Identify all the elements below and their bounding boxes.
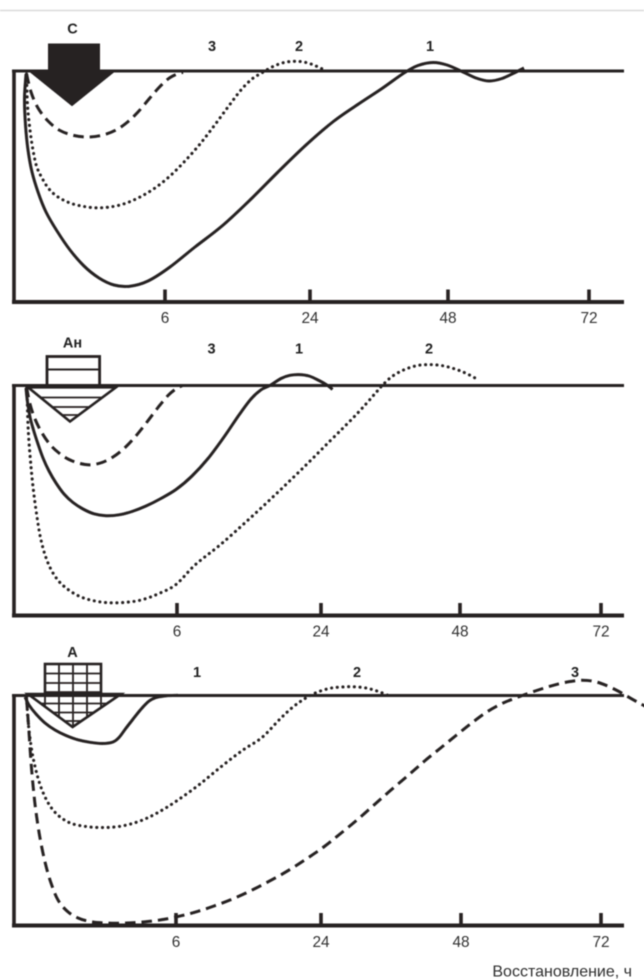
svg-text:2: 2 [353,665,361,681]
svg-text:Восстановление, ч: Восстановление, ч [492,964,632,979]
svg-text:1: 1 [193,665,201,681]
svg-text:24: 24 [312,624,330,641]
svg-text:48: 48 [439,310,456,327]
svg-text:6: 6 [173,624,182,641]
svg-text:6: 6 [172,934,181,951]
svg-text:2: 2 [295,39,303,55]
svg-text:1: 1 [295,342,303,358]
svg-text:3: 3 [571,665,579,681]
svg-text:1: 1 [426,39,434,55]
svg-text:А: А [67,645,78,661]
svg-text:24: 24 [312,934,330,951]
svg-text:2: 2 [425,342,433,358]
svg-text:72: 72 [580,310,597,327]
svg-text:72: 72 [592,934,609,951]
svg-text:3: 3 [208,39,216,55]
svg-text:48: 48 [452,934,469,951]
svg-text:6: 6 [161,310,170,327]
svg-text:72: 72 [592,624,609,641]
svg-text:3: 3 [207,342,215,358]
svg-text:48: 48 [451,624,468,641]
svg-text:24: 24 [301,310,319,327]
svg-text:С: С [67,22,78,38]
svg-text:Ан: Ан [63,336,82,352]
